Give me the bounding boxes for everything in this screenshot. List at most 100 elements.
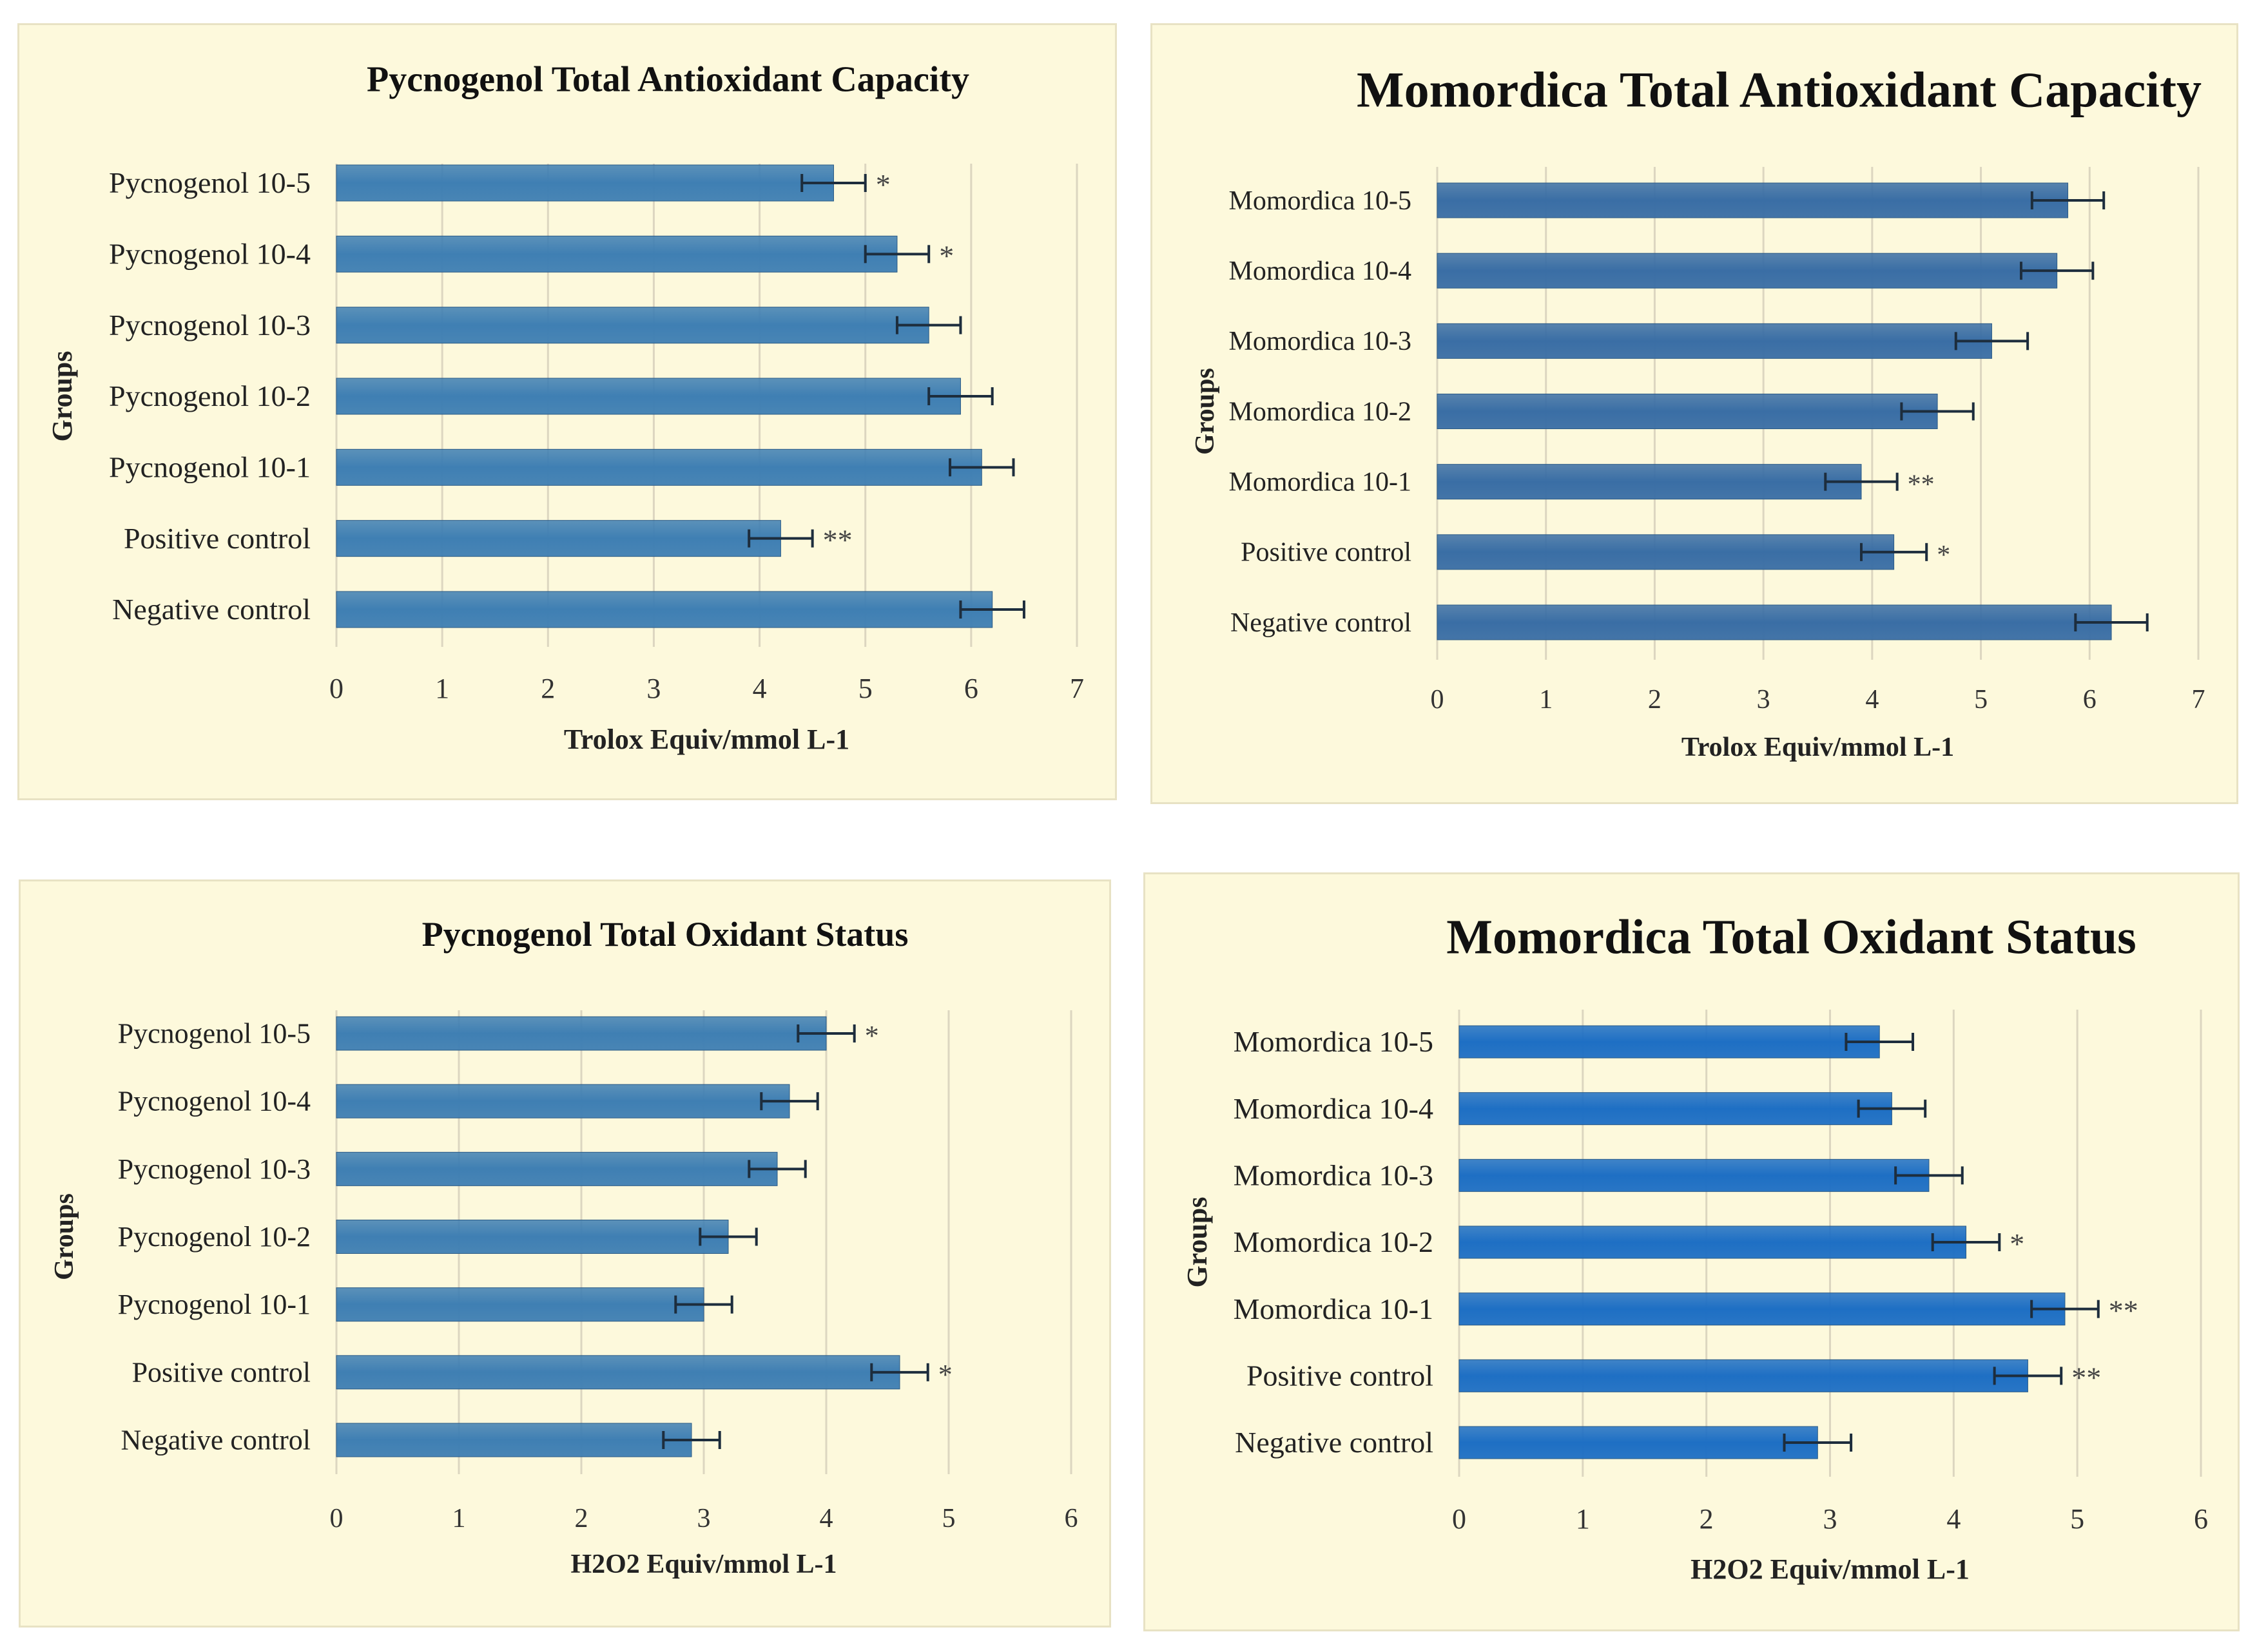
significance-marker: * — [938, 1359, 953, 1390]
bar — [336, 1287, 704, 1322]
category-label: Momordica 10-1 — [1229, 468, 1411, 497]
chart-pycnogenol-tos: Pycnogenol Total Oxidant Status 0 1 2 3 4 5 6 H2… — [19, 879, 1111, 1628]
bar — [1458, 1426, 1818, 1459]
x-tick-label: 4 — [753, 673, 767, 704]
x-tick-label: 3 — [646, 673, 661, 704]
chart-title: Momordica Total Antioxidant Capacity — [1357, 61, 2202, 117]
bar — [336, 1355, 900, 1390]
x-tick-label: 3 — [697, 1504, 711, 1533]
x-tick-label: 6 — [1065, 1504, 1078, 1533]
category-label: Momordica 10-2 — [1229, 397, 1411, 427]
category-label: Negative control — [1230, 608, 1411, 638]
chart-pycnogenol-tac: Pycnogenol Total Antioxidant Capacity 0 1 2… — [17, 23, 1117, 800]
category-label: Momordica 10-4 — [1229, 256, 1411, 286]
significance-marker: ** — [1908, 470, 1935, 500]
chart-svg: Momordica Total Oxidant Status 0 1 2 3 4 5 6 H2O… — [1181, 910, 2208, 1585]
chart-title: Pycnogenol Total Antioxidant Capacity — [367, 60, 969, 100]
x-tick-label: 2 — [575, 1504, 588, 1533]
significance-marker: * — [2010, 1227, 2024, 1260]
x-tick-label: 7 — [1070, 673, 1084, 704]
x-tick-label: 1 — [1576, 1503, 1590, 1535]
bar — [1437, 534, 1895, 570]
category-label: Positive control — [1246, 1359, 1433, 1392]
x-tick-label: 6 — [2083, 685, 2097, 715]
significance-marker: * — [939, 239, 954, 272]
y-axis-label: Groups — [1190, 368, 1220, 455]
bar — [336, 1084, 790, 1119]
x-tick-label: 4 — [1946, 1503, 1961, 1535]
category-label: Momordica 10-5 — [1234, 1025, 1433, 1058]
bar — [1437, 394, 1938, 429]
bar — [336, 1423, 692, 1457]
category-label: Pycnogenol 10-3 — [118, 1153, 311, 1185]
bar — [336, 307, 929, 344]
category-label: Positive control — [132, 1356, 311, 1388]
significance-marker: ** — [2109, 1294, 2138, 1327]
category-label: Positive control — [124, 522, 311, 555]
bar — [1458, 1158, 1930, 1192]
x-tick-label: 1 — [435, 673, 449, 704]
bar — [336, 591, 993, 628]
bar — [336, 520, 781, 557]
category-label: Negative control — [112, 593, 311, 626]
bar — [1437, 182, 2069, 218]
chart-title: Momordica Total Oxidant Status — [1446, 910, 2136, 965]
x-tick-label: 6 — [964, 673, 978, 704]
chart-title: Pycnogenol Total Oxidant Status — [422, 915, 909, 954]
category-label: Pycnogenol 10-4 — [109, 238, 311, 271]
x-tick-label: 7 — [2192, 685, 2205, 715]
bar — [1458, 1292, 2066, 1326]
significance-marker: * — [1937, 541, 1950, 570]
x-axis-label: Trolox Equiv/mmol L-1 — [1681, 733, 1954, 762]
x-tick-label: 5 — [858, 673, 873, 704]
x-tick-label: 2 — [1648, 685, 1661, 715]
x-tick-label: 4 — [820, 1504, 833, 1533]
x-tick-label: 0 — [329, 673, 344, 704]
category-label: Momordica 10-3 — [1229, 327, 1411, 356]
x-tick-label: 1 — [452, 1504, 466, 1533]
category-label: Momordica 10-1 — [1234, 1292, 1433, 1325]
category-label: Momordica 10-5 — [1229, 186, 1411, 216]
x-tick-label: 0 — [1431, 685, 1444, 715]
chart-svg: Momordica Total Antioxidant Capacity 0 1 2 3… — [1190, 61, 2205, 762]
category-label: Pycnogenol 10-4 — [118, 1086, 311, 1117]
category-label: Momordica 10-4 — [1234, 1092, 1433, 1125]
category-label: Pycnogenol 10-3 — [109, 309, 311, 341]
significance-marker: ** — [823, 524, 853, 557]
x-tick-label: 0 — [330, 1504, 344, 1533]
category-label: Pycnogenol 10-1 — [118, 1289, 311, 1320]
x-tick-label: 5 — [2070, 1503, 2084, 1535]
y-axis-label: Groups — [1181, 1196, 1213, 1287]
bar — [336, 1151, 778, 1186]
category-label: Momordica 10-2 — [1234, 1225, 1433, 1258]
x-axis-label: Trolox Equiv/mmol L-1 — [564, 724, 849, 755]
bar — [336, 164, 834, 202]
bar — [336, 1016, 827, 1051]
significance-marker: * — [865, 1020, 879, 1052]
y-axis-label: Groups — [50, 1193, 79, 1280]
bar — [1458, 1025, 1880, 1059]
x-tick-label: 1 — [1539, 685, 1553, 715]
category-label: Positive control — [1241, 538, 1411, 568]
x-tick-label: 5 — [1974, 685, 1988, 715]
bar — [1458, 1359, 2028, 1392]
category-label: Pycnogenol 10-5 — [118, 1018, 311, 1050]
chart-momordica-tos: Momordica Total Oxidant Status 0 1 2 3 4 5 6 H2O… — [1143, 872, 2240, 1631]
bar — [1437, 253, 2058, 289]
bar — [1437, 323, 1992, 359]
x-axis-label: H2O2 Equiv/mmol L-1 — [570, 1550, 837, 1579]
x-tick-label: 4 — [1865, 685, 1879, 715]
category-label: Pycnogenol 10-1 — [109, 451, 311, 484]
x-tick-label: 2 — [1700, 1503, 1714, 1535]
x-tick-label: 0 — [1452, 1503, 1466, 1535]
x-tick-label: 2 — [541, 673, 555, 704]
bar — [336, 235, 898, 273]
bar — [336, 448, 982, 486]
x-tick-label: 3 — [1823, 1503, 1837, 1535]
x-axis-label: H2O2 Equiv/mmol L-1 — [1690, 1553, 1970, 1585]
chart-svg: Pycnogenol Total Oxidant Status 0 1 2 3 4 5 6 H2… — [50, 915, 1078, 1579]
bar — [1458, 1225, 1967, 1259]
significance-marker: * — [876, 168, 891, 201]
x-tick-label: 5 — [942, 1504, 956, 1533]
category-label: Pycnogenol 10-5 — [109, 166, 311, 199]
